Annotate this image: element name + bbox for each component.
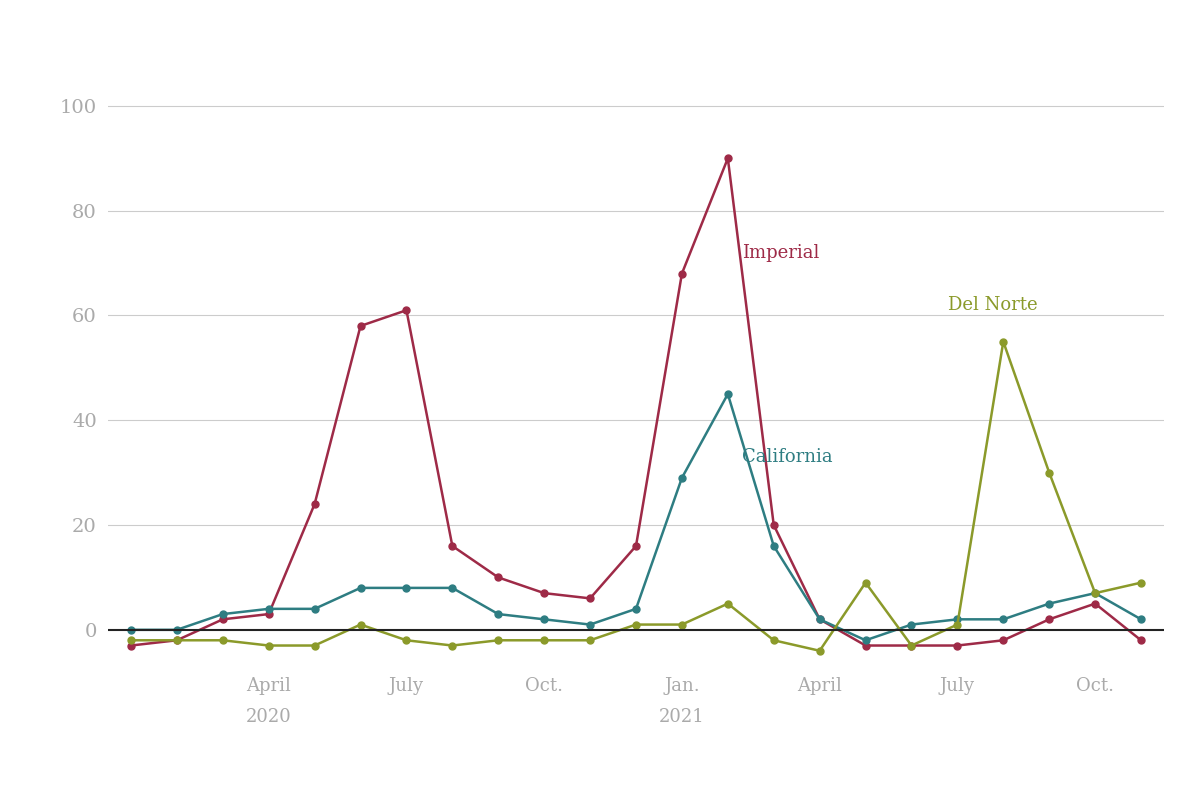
Text: July: July (940, 677, 974, 695)
Text: Jan.: Jan. (664, 677, 700, 695)
Text: Oct.: Oct. (1076, 677, 1114, 695)
Text: Del Norte: Del Norte (948, 296, 1038, 314)
Text: 2021: 2021 (659, 708, 704, 726)
Text: Imperial: Imperial (742, 244, 818, 262)
Text: 2020: 2020 (246, 708, 292, 726)
Text: California: California (742, 448, 833, 466)
Text: Oct.: Oct. (526, 677, 563, 695)
Text: April: April (246, 677, 292, 695)
Text: July: July (389, 677, 424, 695)
Text: April: April (797, 677, 842, 695)
